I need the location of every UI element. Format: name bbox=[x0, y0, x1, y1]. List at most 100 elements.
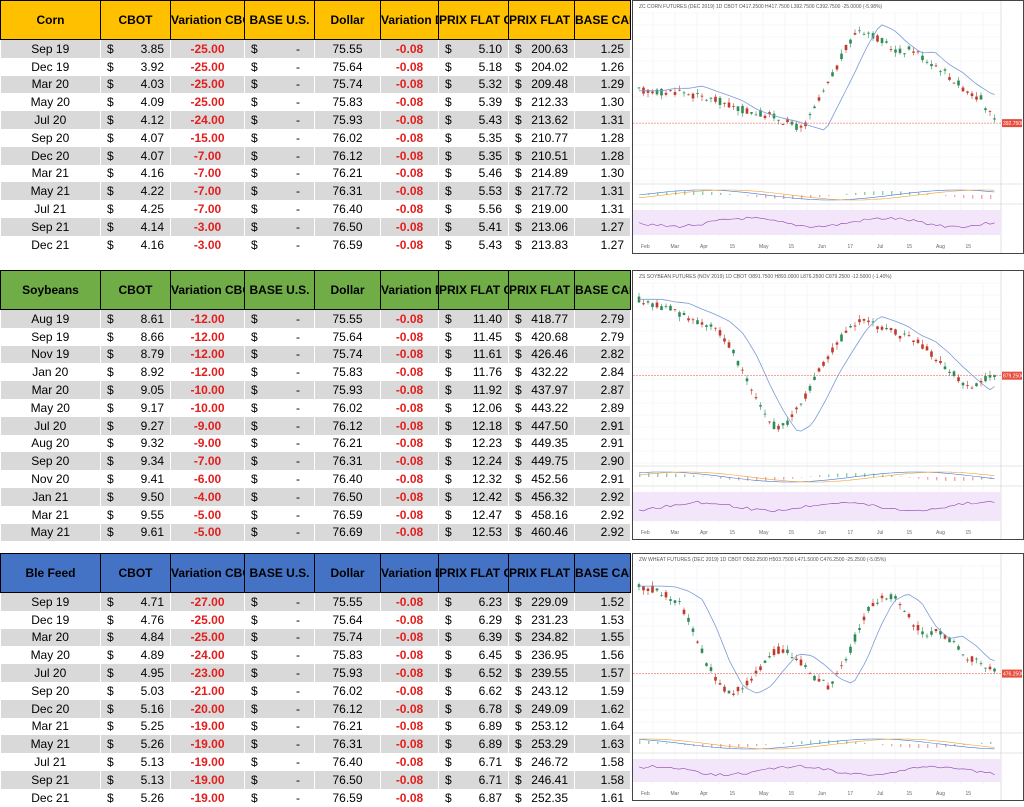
flat-price-mt-cell: $243.12 bbox=[509, 682, 575, 700]
corn-futures-chart[interactable]: ZC CORN FUTURES (DEC 2019) 1D CBOT O417.… bbox=[632, 0, 1024, 254]
flat-price-bu-cell: $5.39 bbox=[439, 93, 509, 111]
candle-body bbox=[908, 614, 911, 617]
candle-body bbox=[840, 334, 843, 341]
currency-symbol: $ bbox=[515, 648, 522, 662]
candle-body bbox=[903, 334, 906, 335]
base-cad: 1.61 bbox=[575, 789, 631, 807]
currency-symbol: $ bbox=[107, 184, 114, 198]
macd-bar bbox=[882, 191, 883, 195]
flat-price-bu-cell: $12.06 bbox=[439, 399, 509, 417]
candle-body bbox=[827, 82, 830, 83]
candle-body bbox=[890, 328, 893, 330]
currency-symbol: $ bbox=[251, 330, 258, 344]
base-us-cell: $- bbox=[245, 629, 315, 647]
cbot-cell: $4.71 bbox=[101, 593, 171, 611]
currency-symbol: $ bbox=[251, 648, 258, 662]
currency-symbol: $ bbox=[445, 42, 452, 56]
base-us-cell: $- bbox=[245, 417, 315, 435]
currency-symbol: $ bbox=[251, 202, 258, 216]
macd-bar bbox=[918, 744, 919, 748]
currency-symbol: $ bbox=[251, 166, 258, 180]
macd-bar bbox=[783, 743, 784, 744]
currency-symbol: $ bbox=[251, 595, 258, 609]
variation-dollar: -0.08 bbox=[381, 682, 439, 700]
candle-body bbox=[647, 301, 650, 302]
candle-body bbox=[980, 663, 983, 664]
dollar-rate: 76.12 bbox=[315, 700, 381, 718]
column-header: PRIX FLAT CDN$ / BU. bbox=[439, 1, 509, 40]
base-cad: 1.58 bbox=[575, 753, 631, 771]
cbot-cell: $3.85 bbox=[101, 40, 171, 58]
contract-month: Mar 20 bbox=[1, 629, 101, 647]
macd-bar bbox=[990, 195, 991, 199]
base-us-value: - bbox=[296, 719, 308, 733]
currency-symbol: $ bbox=[107, 60, 114, 74]
candle-body bbox=[656, 589, 659, 591]
candle-body bbox=[953, 641, 956, 642]
candle-body bbox=[858, 628, 861, 630]
candlestick-chart-svg[interactable]: ZS SOYBEAN FUTURES (NOV 2019) 1D CBOT O8… bbox=[633, 271, 1023, 539]
candle-body bbox=[786, 650, 789, 653]
base-cad: 2.92 bbox=[575, 524, 631, 542]
macd-bar bbox=[855, 742, 856, 744]
candle-body bbox=[849, 647, 852, 653]
variation-cbot: -21.00 bbox=[171, 682, 245, 700]
candle-body bbox=[791, 414, 794, 417]
variation-cbot: -12.00 bbox=[171, 363, 245, 381]
dollar-rate: 75.83 bbox=[315, 363, 381, 381]
base-us-value: - bbox=[296, 238, 308, 252]
base-us-value: - bbox=[296, 472, 308, 486]
variation-dollar: -0.08 bbox=[381, 147, 439, 165]
ble-feed-futures-chart[interactable]: ZW WHEAT FUTURES (DEC 2019) 1D CBOT O502… bbox=[632, 553, 1024, 801]
contract-month: May 21 bbox=[1, 524, 101, 542]
flat-price-bu-cell: $11.45 bbox=[439, 328, 509, 346]
flat-price-mt-cell: $456.32 bbox=[509, 488, 575, 506]
candle-body bbox=[701, 649, 704, 653]
cbot-price: 4.25 bbox=[141, 202, 164, 216]
variation-cbot: -24.00 bbox=[171, 646, 245, 664]
candlestick-chart-svg[interactable]: ZW WHEAT FUTURES (DEC 2019) 1D CBOT O502… bbox=[633, 554, 1023, 800]
candle-body bbox=[660, 595, 663, 596]
base-us-cell: $- bbox=[245, 735, 315, 753]
candle-body bbox=[638, 87, 641, 88]
candle-body bbox=[728, 342, 731, 347]
currency-symbol: $ bbox=[515, 149, 522, 163]
base-cad: 2.79 bbox=[575, 310, 631, 328]
base-cad: 1.27 bbox=[575, 236, 631, 254]
currency-symbol: $ bbox=[515, 42, 522, 56]
candle-body bbox=[692, 629, 695, 632]
flat-price-bu-cell: $6.78 bbox=[439, 700, 509, 718]
currency-symbol: $ bbox=[515, 347, 522, 361]
variation-dollar: -0.08 bbox=[381, 700, 439, 718]
flat-price-mt: 458.16 bbox=[531, 508, 568, 522]
currency-symbol: $ bbox=[107, 737, 114, 751]
currency-symbol: $ bbox=[515, 490, 522, 504]
currency-symbol: $ bbox=[251, 383, 258, 397]
macd-bar bbox=[693, 475, 694, 477]
macd-bar bbox=[801, 741, 802, 744]
cbot-cell: $4.14 bbox=[101, 218, 171, 236]
flat-price-bu-cell: $5.18 bbox=[439, 58, 509, 76]
macd-bar bbox=[657, 742, 658, 744]
macd-bar bbox=[711, 192, 712, 195]
currency-symbol: $ bbox=[251, 42, 258, 56]
candle-body bbox=[795, 659, 798, 660]
macd-bar bbox=[909, 744, 910, 748]
candle-body bbox=[822, 91, 825, 92]
flat-price-bu-cell: $5.56 bbox=[439, 200, 509, 218]
macd-bar bbox=[639, 740, 640, 744]
flat-price-bu-cell: $5.35 bbox=[439, 147, 509, 165]
soybeans-futures-chart[interactable]: ZS SOYBEAN FUTURES (NOV 2019) 1D CBOT O8… bbox=[632, 270, 1024, 540]
cbot-cell: $5.16 bbox=[101, 700, 171, 718]
variation-dollar: -0.08 bbox=[381, 93, 439, 111]
cbot-cell: $9.55 bbox=[101, 506, 171, 524]
macd-bar bbox=[864, 473, 865, 477]
candlestick-chart-svg[interactable]: ZC CORN FUTURES (DEC 2019) 1D CBOT O417.… bbox=[633, 1, 1023, 253]
macd-bar bbox=[828, 195, 829, 196]
candle-body bbox=[957, 646, 960, 649]
contract-month: Sep 21 bbox=[1, 771, 101, 789]
currency-symbol: $ bbox=[107, 684, 114, 698]
candle-body bbox=[804, 394, 807, 399]
currency-symbol: $ bbox=[445, 238, 452, 252]
contract-month: May 20 bbox=[1, 646, 101, 664]
